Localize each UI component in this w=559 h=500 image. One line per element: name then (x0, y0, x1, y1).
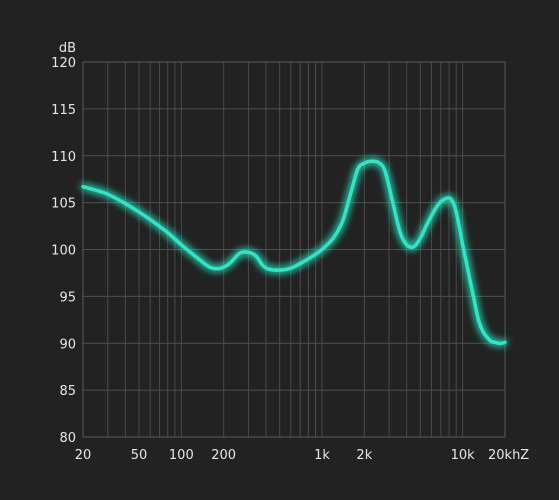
series-group (81, 159, 507, 346)
y-tick-label: 110 (51, 150, 76, 165)
frequency-response-line (81, 159, 507, 346)
y-tick-label: 120 (51, 56, 76, 71)
y-tick-labels: 120 115 110 105 100 95 90 85 80 (51, 56, 76, 446)
y-tick-label: 105 (51, 197, 76, 212)
x-tick-label: 10k (451, 448, 476, 463)
y-tick-label: 90 (59, 337, 76, 352)
x-tick-label: 20khZ (488, 448, 529, 463)
y-tick-label: 85 (59, 384, 76, 399)
plot-border (82, 61, 506, 438)
x-tick-label: 1k (314, 448, 330, 463)
x-tick-labels: 20 50 100 200 1k 2k 10k 20khZ (75, 448, 530, 463)
x-tick-label: 50 (131, 448, 148, 463)
x-tick-label: 100 (169, 448, 194, 463)
x-tick-label: 20 (75, 448, 92, 463)
y-tick-label: 115 (51, 103, 76, 118)
y-axis-label: dB (59, 41, 76, 56)
y-tick-label: 100 (51, 244, 76, 259)
y-tick-label: 80 (59, 431, 76, 446)
y-tick-label: 95 (59, 290, 76, 305)
major-grid (82, 61, 506, 438)
x-tick-label: 200 (211, 448, 236, 463)
x-tick-label: 2k (356, 448, 372, 463)
